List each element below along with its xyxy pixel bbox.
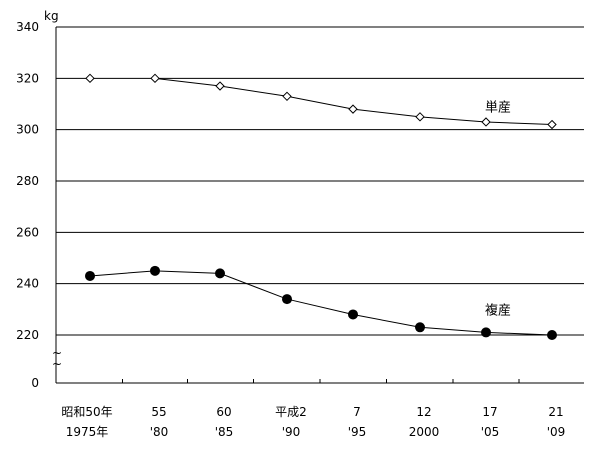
y-tick-label-0: 0 <box>31 376 39 390</box>
x-tick-label-bottom: 1975年 <box>66 425 109 439</box>
x-tick-label-bottom: '09 <box>547 425 566 439</box>
x-tick-label-top: 12 <box>416 405 431 419</box>
x-tick-label-top: 昭和50年 <box>61 405 112 419</box>
x-tick-label-top: 7 <box>353 405 361 419</box>
data-point-circle <box>547 330 557 340</box>
x-tick-label-bottom: '05 <box>481 425 500 439</box>
x-tick-label-bottom: '95 <box>348 425 367 439</box>
data-point-diamond <box>415 112 425 122</box>
data-point-diamond <box>282 91 292 102</box>
data-point-diamond <box>348 104 358 114</box>
y-tick-label-340: 340 <box>16 20 39 34</box>
data-point-diamond <box>215 81 225 91</box>
data-point-diamond <box>481 117 491 127</box>
series-label-1: 複産 <box>485 302 511 318</box>
series-group <box>85 73 557 340</box>
y-tick-label-220: 220 <box>16 328 39 342</box>
y-tick-label-320: 320 <box>16 71 39 85</box>
y-tick-label-260: 260 <box>16 225 39 239</box>
data-point-circle <box>282 294 292 305</box>
data-point-circle <box>150 265 160 276</box>
data-point-diamond <box>150 73 160 84</box>
data-point-diamond <box>547 119 557 130</box>
data-point-circle <box>481 327 491 338</box>
x-tick-label-top: 17 <box>482 405 497 419</box>
data-point-circle <box>215 268 225 279</box>
x-tick-label-top: 60 <box>216 405 231 419</box>
data-point-diamond <box>85 73 95 84</box>
x-tick-label-bottom: '85 <box>215 425 234 439</box>
x-tick-label-bottom: 2000 <box>409 425 440 439</box>
labels: 340 320 300 280 260 240 220 0 ~~ kg 昭和50年 1975年 55 '8… <box>16 9 565 439</box>
y-unit-label: kg <box>44 9 59 23</box>
x-tick-label-bottom: '90 <box>282 425 301 439</box>
y-tick-label-240: 240 <box>16 277 39 291</box>
axis-break-mark-2: ~ <box>52 357 62 371</box>
axes <box>55 27 584 384</box>
data-point-circle <box>85 270 95 281</box>
x-tick-label-top: 55 <box>151 405 166 419</box>
x-tick-label-top: 21 <box>548 405 563 419</box>
axis-break-mark-1: ~ <box>52 346 62 360</box>
y-tick-label-280: 280 <box>16 174 39 188</box>
series-line-1 <box>89 270 553 336</box>
data-point-circle <box>348 309 358 320</box>
grid-lines <box>56 26 584 336</box>
x-tick-label-bottom: '80 <box>150 425 169 439</box>
data-point-circle <box>415 322 425 333</box>
series-label-0: 単産 <box>485 100 511 116</box>
x-tick-label-top: 平成2 <box>275 405 307 419</box>
y-tick-label-300: 300 <box>16 123 39 137</box>
